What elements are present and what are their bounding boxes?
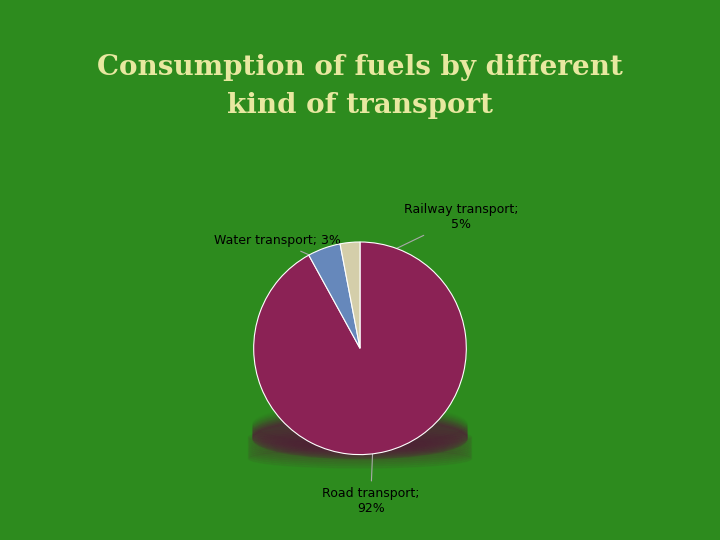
Ellipse shape xyxy=(248,443,472,462)
Text: Railway transport;
5%: Railway transport; 5% xyxy=(337,204,518,277)
Wedge shape xyxy=(309,244,360,348)
Ellipse shape xyxy=(253,414,467,454)
Ellipse shape xyxy=(253,410,467,451)
Ellipse shape xyxy=(248,434,472,453)
Ellipse shape xyxy=(248,430,472,449)
Ellipse shape xyxy=(253,415,467,455)
Ellipse shape xyxy=(248,445,472,464)
Ellipse shape xyxy=(248,437,472,456)
Ellipse shape xyxy=(253,408,467,449)
Ellipse shape xyxy=(253,417,467,458)
Ellipse shape xyxy=(253,418,467,459)
Ellipse shape xyxy=(248,435,472,455)
Ellipse shape xyxy=(248,431,472,451)
Ellipse shape xyxy=(248,441,472,461)
Text: Consumption of fuels by different
kind of transport: Consumption of fuels by different kind o… xyxy=(97,54,623,119)
Text: Road transport;
92%: Road transport; 92% xyxy=(322,408,419,515)
Ellipse shape xyxy=(248,440,472,458)
Ellipse shape xyxy=(253,413,467,453)
Ellipse shape xyxy=(248,428,472,447)
Text: Water transport; 3%: Water transport; 3% xyxy=(214,234,351,273)
Wedge shape xyxy=(253,242,467,455)
Ellipse shape xyxy=(248,447,472,466)
Ellipse shape xyxy=(248,449,472,468)
Ellipse shape xyxy=(253,409,467,450)
Ellipse shape xyxy=(253,416,467,457)
Ellipse shape xyxy=(253,411,467,452)
Wedge shape xyxy=(340,242,360,348)
